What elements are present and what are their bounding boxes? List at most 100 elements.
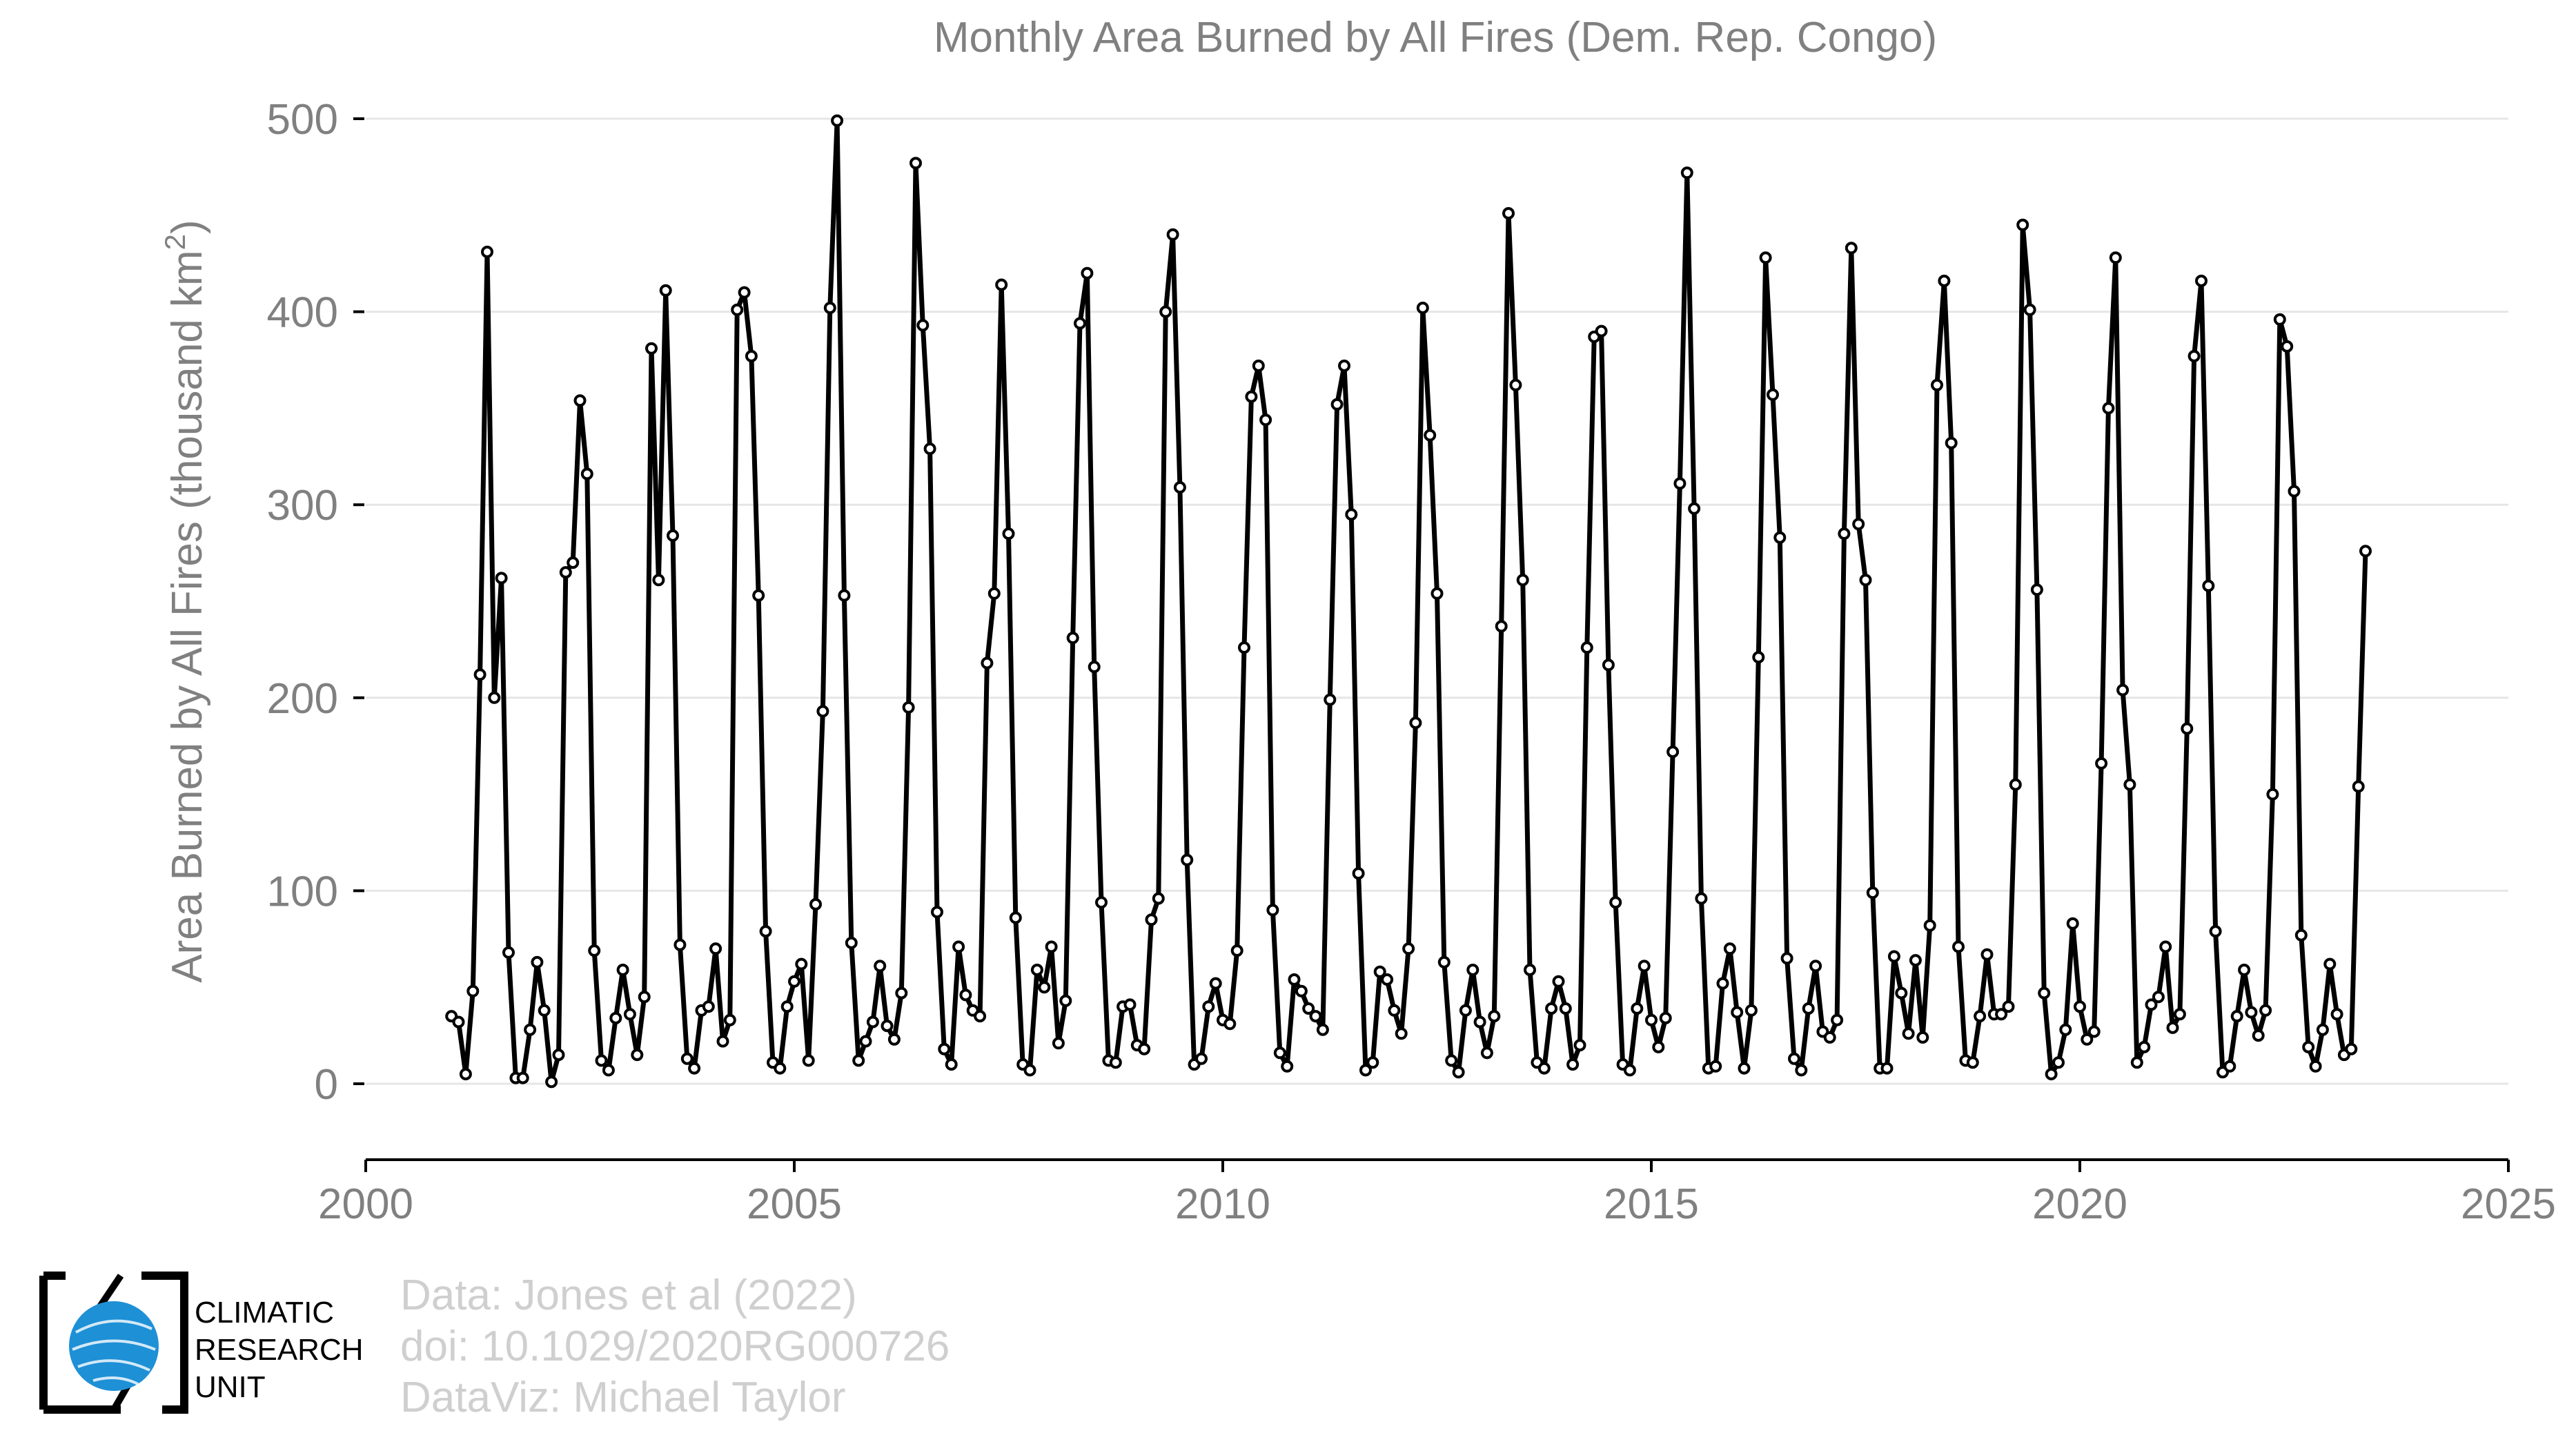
data-point	[2345, 1042, 2358, 1055]
data-point	[2273, 313, 2286, 326]
data-point	[1974, 1010, 1987, 1023]
data-point	[2038, 986, 2051, 1000]
data-point	[2223, 1060, 2236, 1073]
data-point	[788, 975, 800, 988]
data-point	[1895, 986, 1908, 1000]
data-point	[1524, 964, 1536, 976]
data-point	[1709, 1060, 1722, 1073]
data-point	[1952, 940, 1965, 953]
data-point	[2230, 1010, 2243, 1023]
data-point	[1088, 661, 1101, 674]
data-point	[2016, 218, 2029, 231]
data-point	[1673, 477, 1687, 490]
credit-dataviz: DataViz: Michael Taylor	[400, 1374, 846, 1421]
y-tick-label: 300	[267, 482, 338, 529]
y-axis-label-close: )	[164, 220, 211, 234]
data-point	[2166, 1021, 2179, 1034]
data-point	[1773, 531, 1787, 544]
data-point	[1909, 954, 1922, 967]
data-point	[631, 1049, 644, 1062]
data-point	[2330, 1008, 2343, 1021]
logo-line-1: CLIMATIC	[195, 1296, 335, 1330]
data-point	[2145, 998, 2158, 1011]
data-point	[874, 960, 887, 973]
data-point	[738, 286, 751, 299]
data-point	[1416, 302, 1429, 314]
data-point	[1659, 1011, 1672, 1024]
series-line	[449, 118, 2368, 1084]
data-point	[1002, 527, 1015, 541]
y-axis-label: Area Burned by All Fires (thousand km2)	[159, 220, 211, 982]
data-point	[1459, 1004, 1472, 1017]
data-point	[1566, 1058, 1580, 1071]
data-point	[1238, 641, 1250, 654]
data-point	[1345, 508, 1358, 521]
data-point	[2202, 579, 2215, 592]
data-point	[674, 938, 687, 951]
data-point	[1609, 896, 1622, 909]
data-point	[2359, 545, 2372, 558]
data-point	[495, 572, 508, 585]
data-point	[2081, 1033, 2094, 1046]
data-point	[1195, 1052, 1208, 1065]
data-point	[2259, 1004, 2272, 1017]
data-point	[1388, 1004, 1401, 1017]
y-tick-label: 400	[267, 289, 338, 337]
data-point	[595, 1054, 608, 1067]
data-point	[638, 991, 651, 1004]
data-point	[1316, 1023, 1329, 1036]
data-point	[1466, 964, 1479, 976]
series-monthly-area-burned	[445, 114, 2372, 1089]
data-point	[752, 589, 765, 602]
data-point	[602, 1064, 615, 1077]
data-point	[1123, 998, 1137, 1011]
data-point	[1309, 1010, 1322, 1023]
data-point	[1173, 481, 1186, 494]
data-point	[2109, 251, 2122, 264]
data-point	[1109, 1056, 1122, 1069]
data-point	[1537, 1062, 1551, 1075]
data-point	[2102, 402, 2115, 415]
data-point	[1066, 632, 1079, 645]
data-point	[838, 589, 851, 602]
data-point	[1995, 1008, 2008, 1021]
data-point	[887, 1033, 901, 1046]
x-tick-label: 2015	[1604, 1180, 1699, 1228]
data-point	[931, 906, 943, 919]
data-point	[1252, 359, 1265, 372]
data-point	[1731, 1006, 1744, 1019]
data-point	[1545, 1002, 1558, 1015]
data-point	[731, 303, 744, 316]
data-point	[995, 278, 1008, 291]
data-point	[1809, 960, 1822, 973]
data-point	[1509, 378, 1522, 391]
data-point	[1723, 942, 1736, 955]
data-point	[2030, 583, 2043, 596]
data-point	[2009, 778, 2022, 791]
data-point	[1631, 1002, 1644, 1015]
data-point	[1838, 527, 1851, 541]
data-point	[1488, 1010, 1501, 1023]
data-point	[910, 157, 922, 170]
data-point	[1402, 942, 1415, 955]
data-point	[1680, 166, 1693, 179]
data-point	[981, 656, 994, 670]
data-point	[1595, 324, 1608, 338]
data-point	[1245, 390, 1258, 403]
data-point	[667, 529, 679, 542]
data-point	[1330, 398, 1344, 411]
data-point	[1502, 207, 1515, 220]
data-point	[2288, 485, 2301, 498]
data-point	[809, 898, 822, 910]
data-point	[516, 1071, 529, 1084]
data-point	[1938, 274, 1951, 287]
data-point	[802, 1054, 815, 1067]
data-point	[1759, 251, 1772, 264]
data-point	[1373, 965, 1386, 978]
data-point	[2152, 991, 2165, 1004]
data-point	[1424, 429, 1437, 442]
data-point	[1095, 896, 1108, 909]
data-point	[2323, 957, 2337, 971]
data-point	[1009, 911, 1022, 924]
data-point	[688, 1062, 701, 1075]
